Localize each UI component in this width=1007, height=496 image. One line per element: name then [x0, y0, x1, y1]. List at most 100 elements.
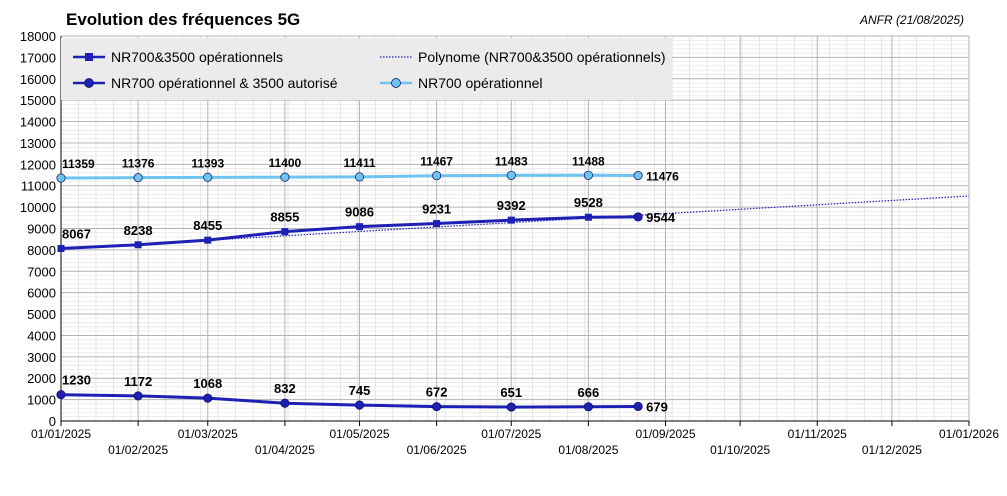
legend-label: NR700 opérationnel & 3500 autorisé	[111, 75, 338, 91]
legend-label: NR700 opérationnel	[418, 75, 543, 91]
y-tick-label: 8000	[27, 243, 56, 258]
data-point	[583, 170, 593, 180]
x-tick-label: 01/01/2026	[939, 427, 999, 441]
data-point	[354, 172, 365, 182]
data-label: 11488	[572, 154, 605, 168]
x-axis-ticks: 01/01/2025 01/02/2025 01/03/2025 01/04/2025…	[31, 421, 999, 457]
data-point	[354, 400, 365, 410]
data-label: 9392	[497, 198, 526, 213]
y-tick-label: 14000	[20, 115, 56, 130]
legend-swatch-marker	[85, 53, 93, 61]
x-tick-label: 01/05/2025	[329, 427, 389, 441]
y-tick-label: 7000	[27, 264, 56, 279]
data-label: 1172	[124, 374, 152, 389]
legend-swatch-marker	[84, 78, 94, 88]
data-point	[204, 236, 212, 244]
series-line	[60, 173, 639, 180]
data-point	[433, 220, 441, 228]
data-label: 8067	[62, 226, 91, 241]
y-tick-label: 18000	[20, 29, 56, 44]
data-point	[56, 173, 66, 183]
x-tick-label: 01/08/2025	[558, 443, 618, 457]
y-tick-label: 13000	[20, 136, 56, 151]
data-point	[203, 393, 213, 403]
data-point	[133, 391, 143, 401]
data-label: 9544	[646, 210, 676, 225]
data-label: 8238	[124, 223, 153, 238]
legend-label: Polynome (NR700&3500 opérationnels)	[418, 49, 665, 65]
y-tick-label: 9000	[27, 222, 56, 237]
y-tick-label: 5000	[27, 307, 56, 322]
data-label: 11359	[62, 157, 95, 171]
data-label: 11376	[122, 157, 155, 171]
y-axis-ticks: 0 1000 2000 3000 4000 5000 6000 7000 8000 9000 100…	[20, 29, 56, 429]
data-point	[633, 401, 643, 412]
x-tick-label: 01/07/2025	[481, 427, 541, 441]
data-label: 11483	[495, 154, 528, 168]
data-point	[584, 213, 592, 221]
data-label: 11467	[420, 155, 453, 169]
x-tick-label: 01/09/2025	[635, 427, 695, 441]
data-point	[133, 173, 143, 183]
data-labels: 8067 8238 8455 8855 9086 9231 9392 9528 9544 1230…	[62, 154, 679, 414]
y-tick-label: 2000	[27, 371, 56, 386]
data-point	[506, 170, 516, 180]
y-tick-label: 17000	[20, 50, 56, 65]
legend: NR700&3500 opérationnels Polynome (NR700&…	[61, 38, 672, 100]
y-tick-label: 10000	[20, 200, 56, 215]
y-tick-label: 15000	[20, 93, 56, 108]
data-label: 11411	[343, 156, 375, 170]
x-tick-label: 01/04/2025	[255, 443, 315, 457]
data-point	[583, 402, 593, 412]
y-tick-label: 1000	[27, 393, 56, 408]
legend-swatch-marker	[391, 78, 401, 88]
x-tick-label: 01/06/2025	[407, 443, 467, 457]
y-tick-label: 16000	[20, 72, 56, 87]
legend-box	[61, 38, 672, 100]
data-label: 672	[426, 385, 448, 400]
data-label: 9231	[422, 202, 451, 217]
data-point	[633, 212, 643, 222]
data-point	[203, 172, 213, 182]
data-label: 11400	[269, 156, 302, 170]
y-tick-label: 4000	[27, 328, 56, 343]
x-tick-label: 01/03/2025	[178, 427, 238, 441]
data-label: 11476	[646, 170, 679, 184]
data-point	[281, 228, 289, 236]
series-layer	[56, 170, 970, 412]
data-label: 9528	[574, 195, 603, 210]
data-label: 8855	[270, 210, 299, 225]
data-point	[506, 402, 516, 412]
data-label: 9086	[345, 205, 374, 220]
x-tick-label: 01/11/2025	[788, 427, 847, 441]
data-point	[356, 223, 364, 231]
data-label: 745	[349, 383, 371, 398]
data-label: 1230	[62, 373, 91, 388]
data-point	[134, 241, 142, 249]
data-point	[57, 244, 65, 252]
data-point	[56, 390, 66, 400]
data-label: 1068	[193, 376, 222, 391]
data-label: 651	[500, 385, 522, 400]
x-tick-label: 01/01/2025	[31, 427, 91, 441]
legend-label: NR700&3500 opérationnels	[111, 49, 283, 65]
y-tick-label: 12000	[20, 157, 56, 172]
data-label: 8455	[193, 218, 222, 233]
x-tick-label: 01/02/2025	[108, 443, 168, 457]
x-tick-label: 01/12/2025	[862, 443, 922, 457]
y-tick-label: 6000	[27, 286, 56, 301]
data-point	[633, 170, 643, 181]
data-label: 832	[274, 381, 296, 396]
y-tick-label: 11000	[21, 179, 56, 194]
data-label: 666	[578, 385, 600, 400]
source-note: ANFR (21/08/2025)	[859, 13, 964, 27]
data-point	[507, 216, 515, 224]
data-point	[280, 398, 290, 408]
data-label: 679	[646, 399, 668, 414]
data-point	[432, 402, 442, 412]
y-tick-label: 3000	[27, 350, 56, 365]
data-point	[432, 171, 442, 181]
data-label: 11393	[191, 156, 224, 170]
y-tick-label: 0	[49, 414, 56, 429]
